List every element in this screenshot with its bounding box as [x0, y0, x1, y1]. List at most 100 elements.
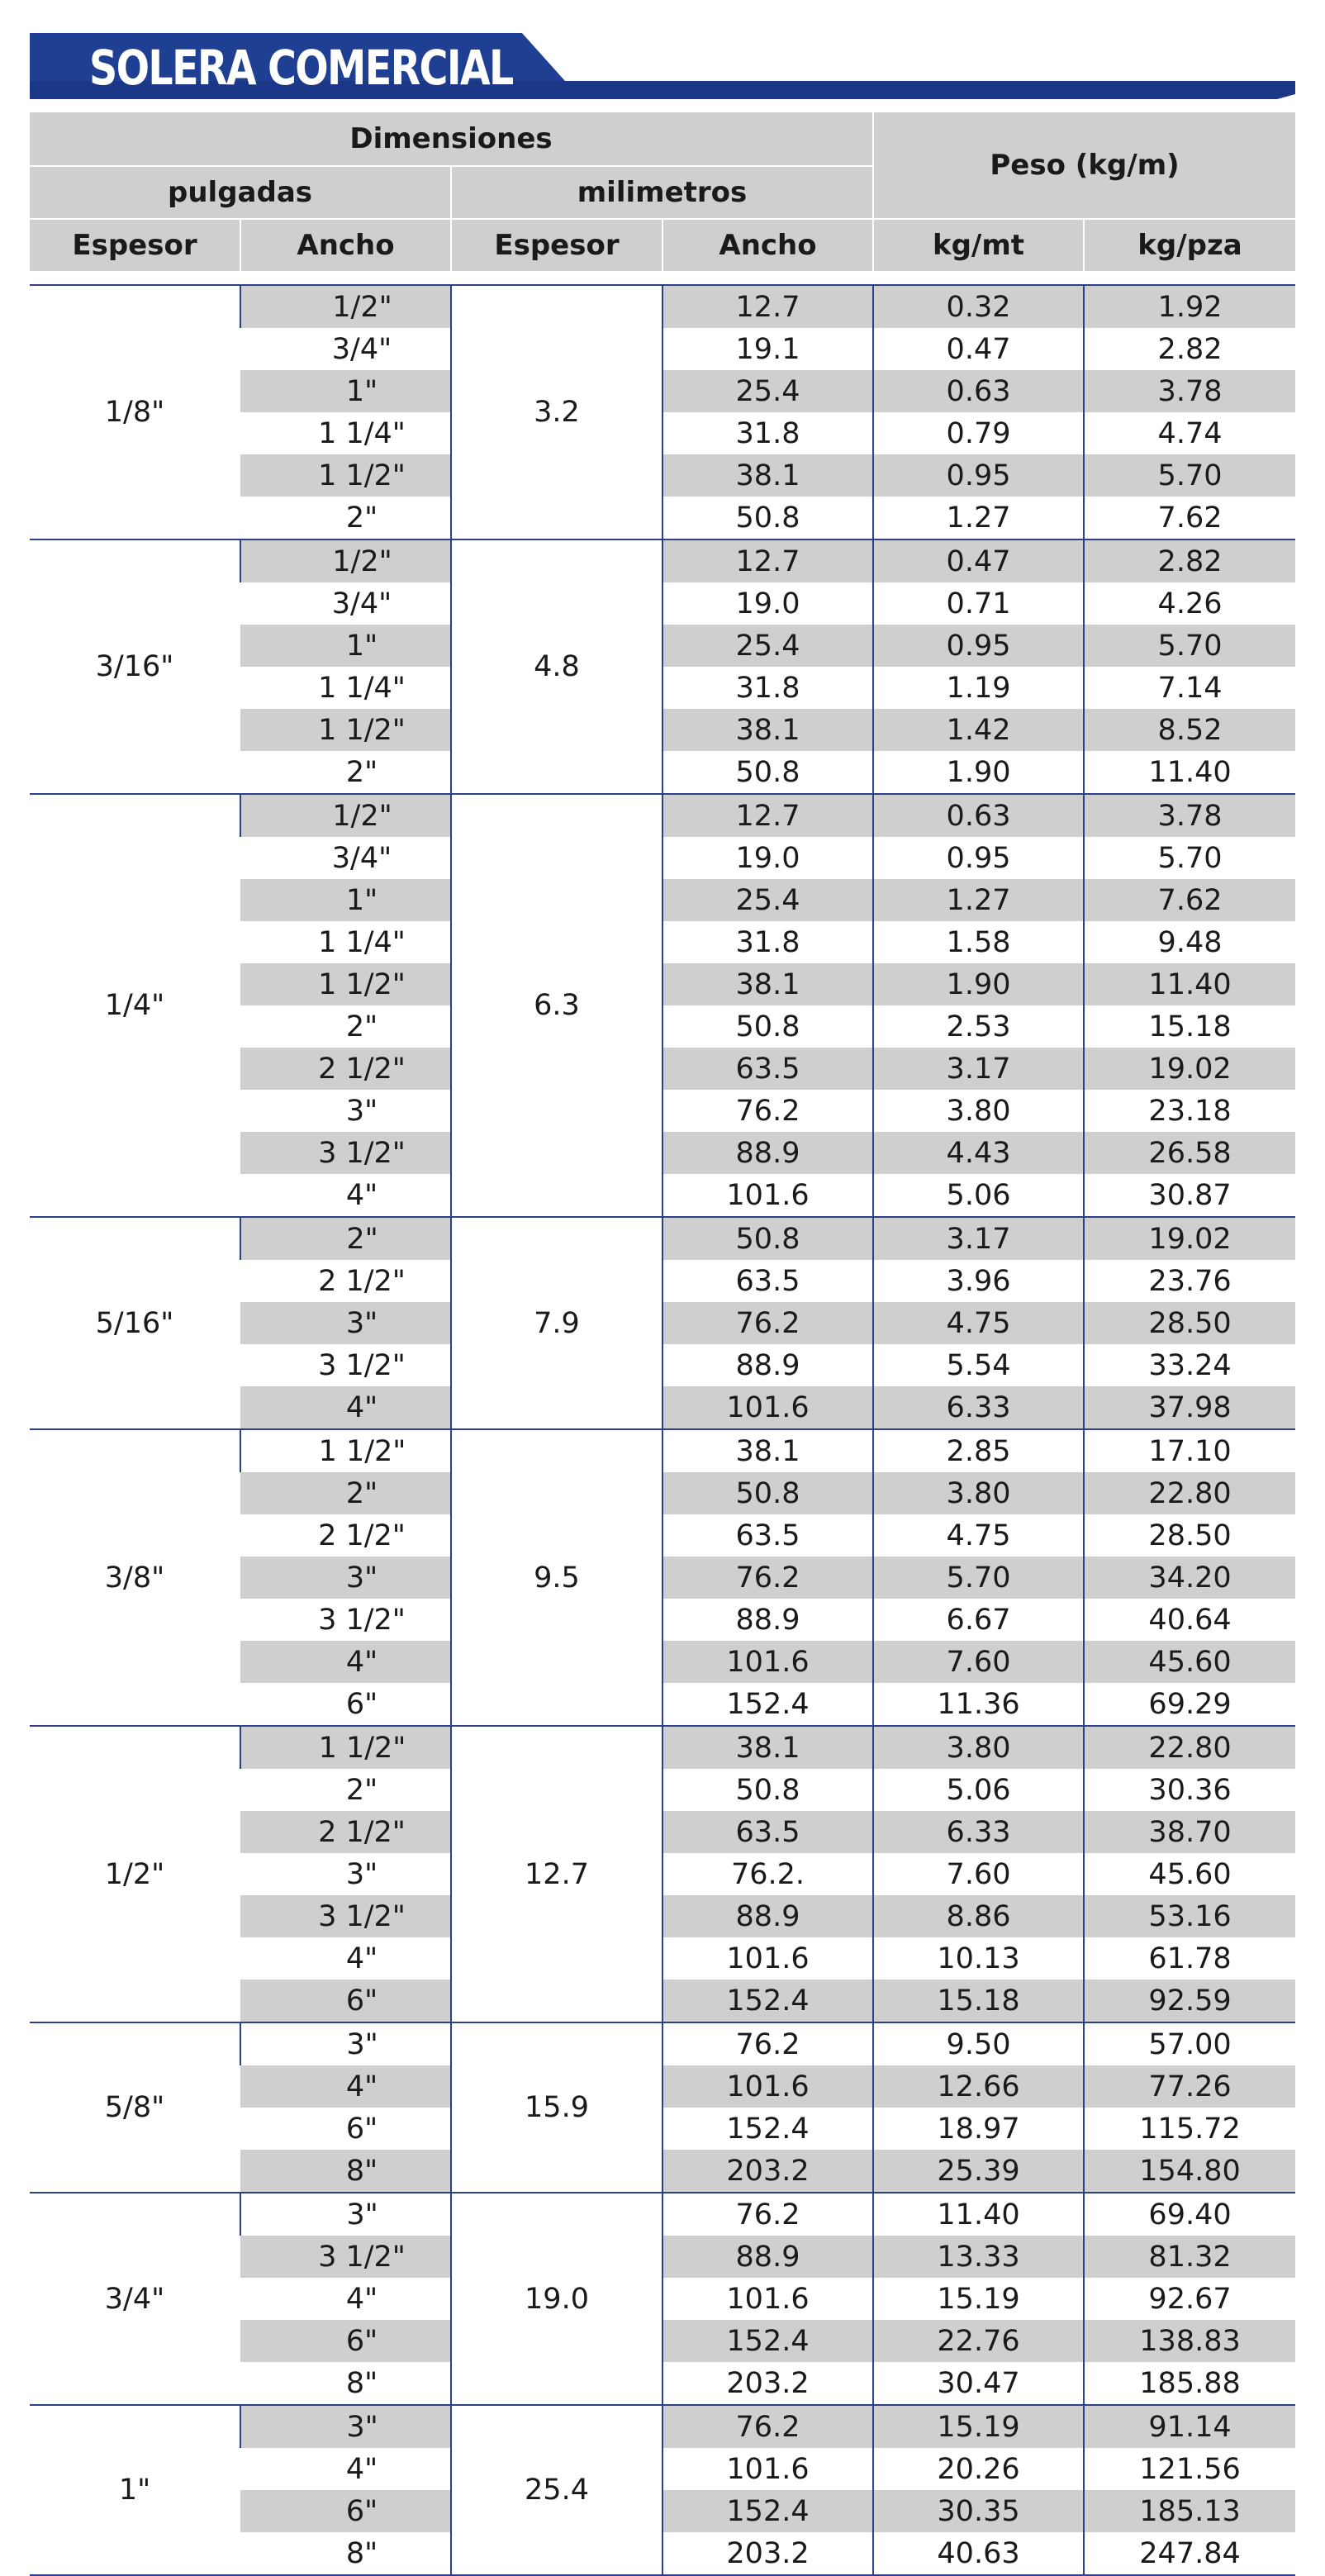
kg-pza-cell: 45.60: [1083, 1641, 1296, 1683]
kg-pza-cell: 11.40: [1083, 751, 1296, 795]
kg-pza-cell: 9.48: [1083, 921, 1296, 963]
header-peso: Peso (kg/m): [872, 112, 1296, 220]
kg-mt-cell: 9.50: [872, 2022, 1085, 2065]
kg-pza-cell: 33.24: [1083, 1344, 1296, 1386]
kg-mt-cell: 15.19: [872, 2278, 1085, 2320]
ancho-mm-cell: 38.1: [661, 709, 874, 751]
ancho-mm-cell: 63.5: [661, 1514, 874, 1557]
kg-pza-cell: 7.62: [1083, 497, 1296, 540]
table-row: 2 1/2" 63.5 3.96 23.76: [30, 1260, 1296, 1302]
kg-mt-cell: 1.42: [872, 709, 1085, 751]
ancho-in-cell: 3": [240, 2193, 451, 2236]
kg-pza-cell: 3.78: [1083, 370, 1296, 412]
kg-mt-cell: 5.54: [872, 1344, 1085, 1386]
kg-mt-cell: 0.95: [872, 837, 1085, 879]
kg-pza-cell: 81.32: [1083, 2236, 1296, 2278]
ancho-in-cell: 1": [240, 370, 451, 412]
solera-table: Dimensiones Peso (kg/m) pulgadas milimet…: [30, 112, 1296, 2576]
espesor-mm-cell: 3.2: [450, 285, 662, 540]
header-pulgadas: pulgadas: [30, 166, 451, 220]
kg-mt-cell: 30.35: [872, 2490, 1085, 2532]
espesor-mm-cell: 4.8: [450, 539, 662, 795]
espesor-in-cell: 1/8": [30, 285, 240, 540]
ancho-in-cell: 4": [240, 1386, 451, 1430]
table-row: 6" 152.4 22.76 138.83: [30, 2320, 1296, 2362]
kg-mt-cell: 7.60: [872, 1853, 1085, 1895]
table-row: 3" 76.2. 7.60 45.60: [30, 1853, 1296, 1895]
ancho-in-cell: 3": [240, 1853, 451, 1895]
espesor-mm-cell: 7.9: [450, 1217, 662, 1430]
kg-pza-cell: 57.00: [1083, 2022, 1296, 2065]
ancho-mm-cell: 152.4: [661, 1980, 874, 2023]
header-espesor-mm: Espesor: [450, 219, 662, 271]
table-row: 1/8" 1/2" 3.2 12.7 0.32 1.92: [30, 285, 1296, 540]
espesor-mm-cell: 9.5: [450, 1429, 662, 1727]
ancho-in-cell: 3": [240, 1302, 451, 1344]
table-row: 4" 101.6 10.13 61.78: [30, 1937, 1296, 1980]
ancho-in-cell: 1 1/2": [240, 454, 451, 497]
ancho-mm-cell: 19.1: [661, 328, 874, 370]
ancho-mm-cell: 203.2: [661, 2150, 874, 2193]
table-row: 5/8" 3" 15.9 76.2 9.50 57.00: [30, 2022, 1296, 2193]
ancho-mm-cell: 152.4: [661, 2320, 874, 2362]
espesor-in-cell: 3/8": [30, 1429, 240, 1727]
kg-pza-cell: 2.82: [1083, 539, 1296, 582]
kg-pza-cell: 53.16: [1083, 1895, 1296, 1937]
ancho-in-cell: 4": [240, 1174, 451, 1218]
table-row: 1/2" 1 1/2" 12.7 38.1 3.80 22.80: [30, 1726, 1296, 2023]
ancho-in-cell: 1 1/2": [240, 1726, 451, 1769]
kg-mt-cell: 3.80: [872, 1472, 1085, 1514]
kg-pza-cell: 154.80: [1083, 2150, 1296, 2193]
kg-pza-cell: 38.70: [1083, 1811, 1296, 1853]
kg-mt-cell: 40.63: [872, 2532, 1085, 2576]
kg-mt-cell: 0.95: [872, 625, 1085, 667]
espesor-in-cell: 1": [30, 2405, 240, 2576]
kg-pza-cell: 185.88: [1083, 2362, 1296, 2406]
ancho-in-cell: 1/2": [240, 285, 451, 328]
ancho-mm-cell: 38.1: [661, 1429, 874, 1472]
ancho-mm-cell: 88.9: [661, 1132, 874, 1174]
ancho-in-cell: 3": [240, 1090, 451, 1132]
ancho-in-cell: 4": [240, 2278, 451, 2320]
ancho-mm-cell: 12.7: [661, 794, 874, 837]
kg-mt-cell: 6.33: [872, 1386, 1085, 1430]
ancho-mm-cell: 50.8: [661, 751, 874, 795]
table-row: 2" 50.8 2.53 15.18: [30, 1005, 1296, 1048]
table-row: 1 1/2" 38.1 0.95 5.70: [30, 454, 1296, 497]
ancho-mm-cell: 38.1: [661, 1726, 874, 1769]
ancho-mm-cell: 101.6: [661, 1937, 874, 1980]
ancho-mm-cell: 152.4: [661, 2490, 874, 2532]
ancho-in-cell: 1 1/2": [240, 963, 451, 1005]
ancho-in-cell: 8": [240, 2150, 451, 2193]
ancho-mm-cell: 76.2: [661, 1557, 874, 1599]
table-row: 3 1/2" 88.9 8.86 53.16: [30, 1895, 1296, 1937]
kg-pza-cell: 3.78: [1083, 794, 1296, 837]
ancho-mm-cell: 88.9: [661, 2236, 874, 2278]
kg-mt-cell: 0.79: [872, 412, 1085, 454]
ancho-mm-cell: 101.6: [661, 2278, 874, 2320]
espesor-in-cell: 3/4": [30, 2193, 240, 2406]
kg-pza-cell: 8.52: [1083, 709, 1296, 751]
kg-pza-cell: 34.20: [1083, 1557, 1296, 1599]
header-milimetros: milimetros: [449, 166, 874, 220]
ancho-in-cell: 3 1/2": [240, 1344, 451, 1386]
ancho-mm-cell: 88.9: [661, 1895, 874, 1937]
kg-mt-cell: 18.97: [872, 2108, 1085, 2150]
kg-mt-cell: 5.06: [872, 1769, 1085, 1811]
table-row: 4" 101.6 12.66 77.26: [30, 2065, 1296, 2108]
ancho-mm-cell: 63.5: [661, 1811, 874, 1853]
ancho-in-cell: 2 1/2": [240, 1048, 451, 1090]
kg-pza-cell: 30.87: [1083, 1174, 1296, 1218]
ancho-mm-cell: 101.6: [661, 1174, 874, 1218]
header-kg-mt: kg/mt: [872, 219, 1085, 271]
kg-mt-cell: 2.85: [872, 1429, 1085, 1472]
espesor-mm-cell: 12.7: [450, 1726, 662, 2023]
ancho-mm-cell: 31.8: [661, 412, 874, 454]
kg-mt-cell: 1.27: [872, 879, 1085, 921]
kg-mt-cell: 3.17: [872, 1048, 1085, 1090]
table-row: 3 1/2" 88.9 13.33 81.32: [30, 2236, 1296, 2278]
ancho-mm-cell: 25.4: [661, 879, 874, 921]
table-row: 2" 50.8 5.06 30.36: [30, 1769, 1296, 1811]
header-dimensiones: Dimensiones: [30, 112, 874, 167]
ancho-in-cell: 3": [240, 1557, 451, 1599]
